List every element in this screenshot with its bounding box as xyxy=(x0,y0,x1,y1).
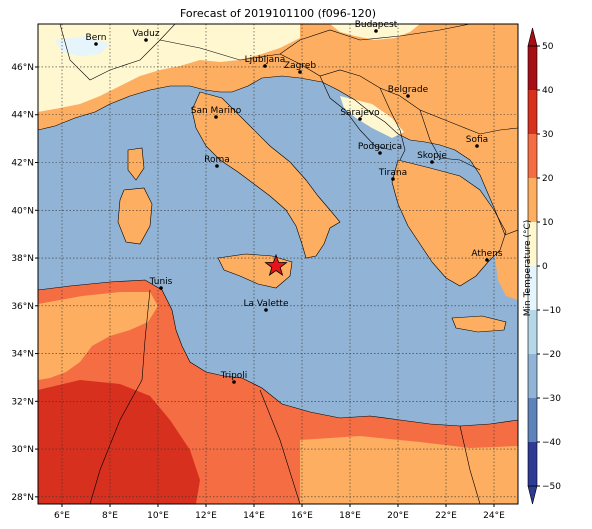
city-label: San Marino xyxy=(191,106,242,116)
lat-tick-label: 34°N xyxy=(11,350,34,360)
lon-tick-label: 6°E xyxy=(54,511,70,521)
land-sardinia xyxy=(118,188,152,244)
alps-very-cold xyxy=(55,36,110,56)
colorbar-label: Min Temperature (°C) xyxy=(523,219,533,317)
colorbar-band xyxy=(528,310,537,355)
forecast-location-marker xyxy=(264,253,288,276)
city-label: Podgorica xyxy=(358,142,402,152)
colorbar-tick-label: 0 xyxy=(542,262,548,272)
city-dot xyxy=(263,64,267,68)
city-label: La Valette xyxy=(244,299,289,309)
city-dot xyxy=(358,117,362,121)
colorbar-tick-label: −30 xyxy=(542,394,561,404)
city-dot xyxy=(298,70,302,74)
country-borders xyxy=(38,24,518,504)
city-label: Budapest xyxy=(355,20,398,30)
lat-tick-label: 44°N xyxy=(11,111,34,121)
colorbar-extend-top xyxy=(527,27,538,47)
lat-tick-label: 28°N xyxy=(11,493,34,503)
city-dot xyxy=(232,380,236,384)
land-crete xyxy=(452,316,506,332)
lon-tick-label: 8°E xyxy=(102,511,118,521)
city-dot xyxy=(485,258,489,262)
colorbar-band xyxy=(528,134,537,179)
colorbar-tick-label: −50 xyxy=(542,482,561,492)
city-label: Belgrade xyxy=(388,85,429,95)
map-frame xyxy=(37,23,519,505)
city-label: Athens xyxy=(471,249,502,259)
colorbar-extend-bottom xyxy=(527,485,538,505)
lon-tick-label: 16°E xyxy=(291,511,313,521)
city-dot xyxy=(215,164,219,168)
colorbar-tick-label: 50 xyxy=(542,42,554,52)
colorbar-tick-label: −40 xyxy=(542,438,561,448)
colorbar-tick-label: 20 xyxy=(542,174,554,184)
map-title: Forecast of 2019101100 (f096-120) xyxy=(179,7,377,20)
balkan-cold xyxy=(340,96,404,138)
lon-tick-label: 22°E xyxy=(435,511,457,521)
city-dot xyxy=(475,144,479,148)
latitude-ticks: 28°N 30°N 32°N 34°N 36°N 38°N 40°N 42°N 44°N 46°N xyxy=(11,63,38,503)
lat-tick-label: 30°N xyxy=(11,445,34,455)
lon-tick-label: 20°E xyxy=(387,511,409,521)
lat-tick-label: 38°N xyxy=(11,254,34,264)
africa-warm-south xyxy=(300,436,518,504)
lat-tick-label: 36°N xyxy=(11,302,34,312)
lon-tick-label: 10°E xyxy=(147,511,169,521)
colorbar: 50 40 30 20 10 0 −10 −20 −30 −40 −50 xyxy=(527,27,561,505)
colorbar-band xyxy=(528,90,537,135)
lat-tick-label: 42°N xyxy=(11,159,34,169)
colorbar-band xyxy=(528,46,537,91)
land-corsica xyxy=(128,148,144,180)
city-label: Tirana xyxy=(378,168,407,178)
city-dot xyxy=(264,308,268,312)
colorbar-band xyxy=(528,266,537,311)
city-dot xyxy=(374,29,378,33)
city-dot xyxy=(94,42,98,46)
city-label: Sarajevo xyxy=(340,108,380,118)
colorbar-band xyxy=(528,398,537,443)
land-greece xyxy=(392,160,506,286)
colorbar-tick-label: −10 xyxy=(542,306,561,316)
longitude-ticks: 6°E 8°E 10°E 12°E 14°E 16°E 18°E 20°E 22°E 24°E xyxy=(54,504,505,521)
city-dot xyxy=(159,286,163,290)
land-italy xyxy=(192,92,340,258)
city-label: Bern xyxy=(86,33,107,43)
map-gridlines xyxy=(38,24,518,504)
colorbar-tick-label: 30 xyxy=(542,130,554,140)
lat-tick-label: 32°N xyxy=(11,397,34,407)
africa-warm-inland xyxy=(38,292,158,380)
lon-tick-label: 14°E xyxy=(243,511,265,521)
africa-hot xyxy=(38,380,200,504)
lat-tick-label: 46°N xyxy=(11,63,34,73)
lat-tick-label: 40°N xyxy=(11,206,34,216)
lon-tick-label: 24°E xyxy=(483,511,505,521)
lon-tick-label: 18°E xyxy=(339,511,361,521)
colorbar-tick-label: 40 xyxy=(542,86,554,96)
city-dot xyxy=(214,115,218,119)
city-label: Ljubljana xyxy=(245,55,286,65)
colorbar-band xyxy=(528,178,537,223)
city-label: Tunis xyxy=(149,277,173,287)
city-dot xyxy=(430,160,434,164)
city-dot xyxy=(391,177,395,181)
city-label: Roma xyxy=(204,155,230,165)
city-label: Vaduz xyxy=(132,29,159,39)
city-dot xyxy=(378,151,382,155)
city-dot xyxy=(406,94,410,98)
land-turkey xyxy=(490,200,518,300)
city-label: Tripoli xyxy=(220,371,248,381)
lon-tick-label: 12°E xyxy=(195,511,217,521)
colorbar-tick-label: −20 xyxy=(542,350,561,360)
colorbar-tick-label: 10 xyxy=(542,218,554,228)
colorbar-band xyxy=(528,442,537,487)
colorbar-band xyxy=(528,222,537,267)
city-dot xyxy=(144,38,148,42)
city-label: Zagreb xyxy=(284,61,316,71)
city-label: Skopje xyxy=(417,151,447,161)
city-label: Sofia xyxy=(466,135,488,145)
colorbar-band xyxy=(528,354,537,399)
